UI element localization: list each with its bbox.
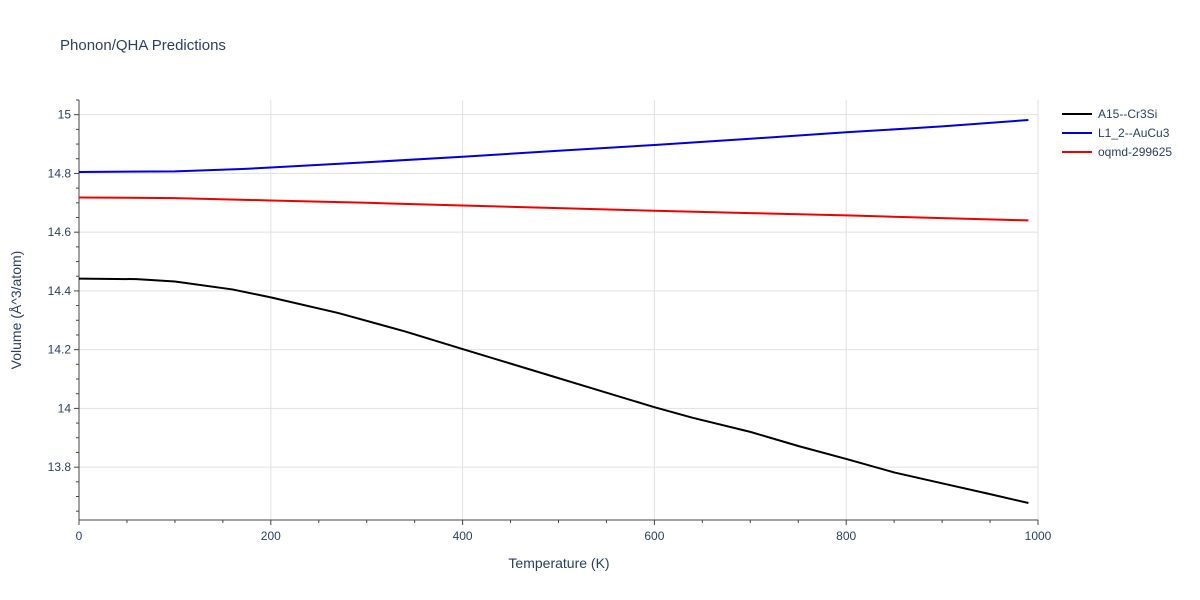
x-tick-label: 600: [644, 529, 664, 543]
series-line-oqmd-299625: [78, 196, 1029, 222]
y-tick-label: 14.8: [48, 166, 72, 180]
y-tick-label: 15: [58, 108, 72, 122]
series-group: [78, 118, 1029, 504]
x-tick-label: 200: [261, 529, 281, 543]
y-tick-label: 14.4: [48, 284, 72, 298]
y-tick-labels: 13.8 14 14.2 14.4 14.6 14.8 15: [48, 108, 72, 474]
series-line-L1_2--AuCu3: [78, 118, 1029, 173]
series-line-A15--Cr3Si: [78, 277, 1029, 504]
y-tick-label: 14.6: [48, 225, 72, 239]
y-tick-label: 13.8: [48, 460, 72, 474]
grid: [79, 100, 1039, 520]
y-axis-title: Volume (Å^3/atom): [8, 251, 24, 370]
legend: A15--Cr3Si L1_2--AuCu3 oqmd-299625: [1062, 107, 1172, 159]
x-tick-label: 0: [76, 529, 83, 543]
x-tick-label: 800: [836, 529, 856, 543]
legend-label: A15--Cr3Si: [1098, 107, 1157, 121]
y-tick-label: 14: [58, 401, 72, 415]
x-tick-label: 400: [453, 529, 473, 543]
legend-label: oqmd-299625: [1098, 145, 1172, 159]
legend-label: L1_2--AuCu3: [1098, 126, 1170, 140]
x-tick-labels: 0 200 400 600 800 1000: [76, 529, 1052, 543]
axes: [74, 99, 1039, 525]
x-axis-title: Temperature (K): [508, 555, 609, 571]
chart-title: Phonon/QHA Predictions: [60, 37, 226, 54]
x-tick-label: 1000: [1025, 529, 1052, 543]
y-tick-label: 14.2: [48, 343, 72, 357]
